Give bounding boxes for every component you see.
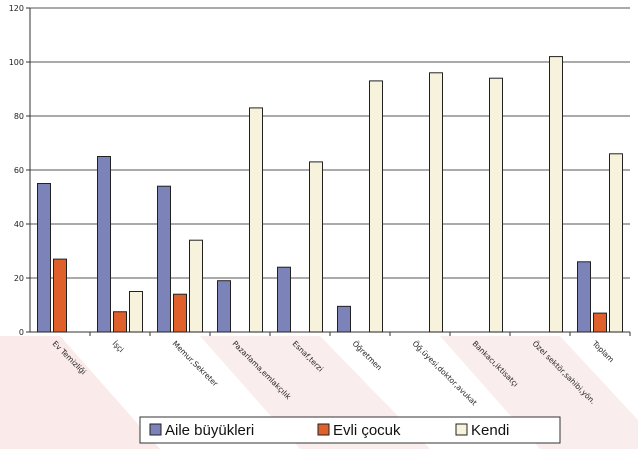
y-tick-label: 100: [9, 58, 24, 67]
bar-3-4: [249, 107, 263, 333]
legend: Aile büyükleri Evli çocuk Kendi: [139, 416, 561, 444]
legend-swatch: [455, 423, 468, 436]
bar-2-1: [53, 258, 67, 333]
bar-3-7: [429, 72, 443, 333]
bar-1-4: [217, 280, 231, 333]
bar-2-3: [173, 293, 187, 333]
y-tick-labels: 0 20 40 60 80 100 120: [9, 4, 24, 337]
bar-2-2: [113, 311, 127, 333]
legend-box: [139, 416, 561, 444]
x-category-label: İşçi: [111, 339, 126, 354]
gridlines: [30, 7, 630, 279]
y-tick-label: 40: [14, 220, 24, 229]
y-tick-label: 120: [9, 4, 24, 13]
bar-1-10: [577, 261, 591, 333]
background-watermark: [0, 336, 160, 449]
legend-label: Aile büyükleri: [165, 422, 254, 439]
legend-swatch: [317, 423, 330, 436]
bars: [37, 56, 623, 333]
bar-3-6: [369, 80, 383, 333]
bar-2-10: [593, 312, 607, 333]
bar-1-1: [37, 183, 51, 333]
legend-label: Kendi: [471, 422, 509, 439]
legend-swatch: [149, 423, 162, 436]
x-category-label: Toplam: [590, 338, 616, 364]
bar-1-2: [97, 156, 111, 333]
x-category-label: Öğretmen: [351, 339, 384, 372]
legend-label: Evli çocuk: [333, 422, 401, 439]
bar-1-6: [337, 305, 351, 333]
bar-3-9: [549, 56, 563, 333]
y-tick-label: 60: [14, 166, 24, 175]
bar-3-2: [129, 291, 143, 333]
bar-3-3: [189, 239, 203, 333]
bar-1-5: [277, 266, 291, 333]
axes: [26, 7, 631, 336]
y-tick-label: 80: [14, 112, 24, 121]
y-tick-label: 20: [14, 274, 24, 283]
y-tick-label: 0: [19, 328, 24, 337]
bar-3-8: [489, 77, 503, 333]
bar-1-3: [157, 185, 171, 333]
bar-3-5: [309, 161, 323, 333]
background-watermark: [440, 336, 638, 449]
bar-3-10: [609, 153, 623, 333]
